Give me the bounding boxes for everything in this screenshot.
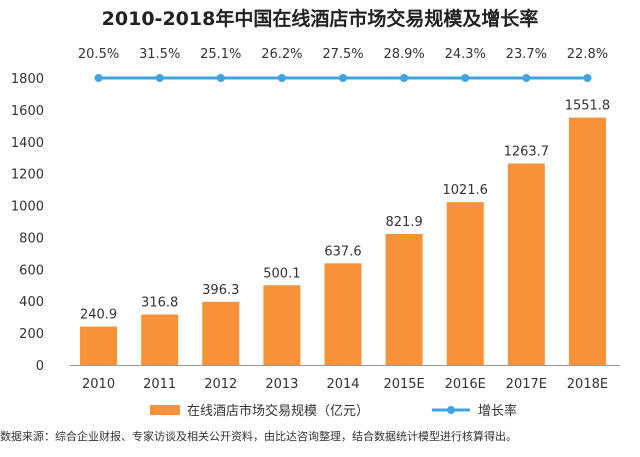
bar-value-label: 637.6 [324, 244, 361, 259]
growth-rate-label: 23.7% [506, 47, 547, 62]
x-tick-label: 2017E [506, 377, 547, 392]
bar-value-label: 1021.6 [442, 183, 488, 198]
bar-value-label: 500.1 [263, 266, 300, 281]
bar-value-label: 316.8 [141, 295, 178, 310]
y-tick-label: 1400 [11, 136, 44, 151]
growth-rate-label: 26.2% [261, 47, 302, 62]
x-tick-label: 2015E [383, 377, 424, 392]
y-tick-label: 200 [19, 327, 44, 342]
bar [446, 202, 484, 365]
growth-rate-label: 27.5% [322, 47, 363, 62]
bar [568, 117, 606, 365]
x-tick-label: 2016E [445, 377, 486, 392]
x-tick-label: 2011 [143, 377, 176, 392]
bar-value-label: 1263.7 [504, 145, 550, 160]
growth-rate-label: 24.3% [445, 47, 486, 62]
y-tick-label: 1200 [11, 168, 44, 183]
growth-rate-label: 25.1% [200, 47, 241, 62]
y-tick-label: 1800 [11, 72, 44, 87]
growth-rate-label: 22.8% [567, 47, 608, 62]
growth-rate-label: 31.5% [139, 47, 180, 62]
bar-value-label: 240.9 [80, 308, 117, 323]
bar [385, 233, 423, 365]
growth-rate-point [583, 74, 592, 82]
growth-rate-point [216, 74, 225, 82]
growth-rate-point [400, 74, 409, 82]
y-tick-label: 1600 [11, 104, 44, 119]
data-source-note: 数据来源：综合企业财报、专家访谈及相关公开资料，由比达咨询整理，结合数据统计模型… [0, 430, 517, 443]
growth-rate-point [277, 74, 286, 82]
growth-rate-point [339, 74, 347, 82]
growth-rate-point [94, 74, 103, 82]
growth-rate-label: 28.9% [383, 47, 424, 62]
bar [324, 263, 362, 365]
bar-value-label: 1551.8 [565, 99, 611, 114]
x-tick-label: 2010 [82, 377, 115, 392]
growth-rate-label: 20.5% [78, 47, 119, 62]
x-tick-label: 2012 [204, 377, 237, 392]
legend-bar-label: 在线酒店市场交易规模（亿元） [187, 403, 369, 419]
y-tick-label: 1000 [11, 200, 44, 215]
growth-rate-point [461, 74, 470, 82]
x-tick-label: 2018E [567, 377, 608, 392]
growth-rate-point [155, 74, 164, 82]
bar-value-label: 396.3 [202, 283, 239, 298]
bar [202, 301, 240, 365]
bar-value-label: 821.9 [386, 215, 423, 230]
chart-title: 2010-2018年中国在线酒店市场交易规模及增长率 [101, 8, 539, 30]
y-tick-label: 800 [19, 231, 44, 246]
bar [80, 326, 118, 365]
y-tick-label: 600 [19, 263, 44, 278]
legend-line-marker [447, 406, 455, 414]
y-tick-label: 0 [36, 359, 44, 374]
legend-line-label: 增长率 [478, 403, 517, 419]
legend-bar-swatch [150, 405, 180, 415]
growth-rate-point [522, 74, 531, 82]
bar [507, 163, 545, 365]
x-tick-label: 2014 [326, 377, 359, 392]
y-tick-label: 400 [19, 295, 44, 310]
x-tick-label: 2013 [265, 377, 298, 392]
bar [263, 285, 301, 365]
bar [141, 314, 179, 365]
